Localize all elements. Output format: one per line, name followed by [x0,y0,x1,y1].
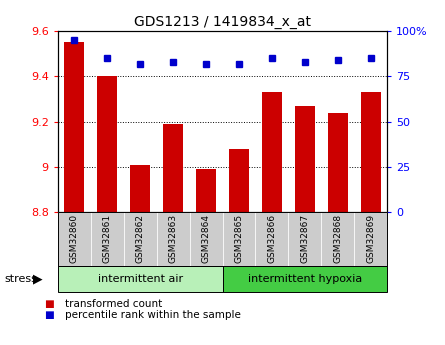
Text: ■: ■ [44,299,54,308]
Bar [196,169,216,212]
Bar [65,42,84,212]
Text: stress: stress [4,274,37,284]
Text: GSM32868: GSM32868 [333,214,342,263]
Bar [262,92,282,212]
Text: ▶: ▶ [33,272,43,285]
Text: intermittent hypoxia: intermittent hypoxia [248,274,362,284]
Text: GSM32864: GSM32864 [202,214,210,263]
Bar [295,106,315,212]
Text: GSM32861: GSM32861 [103,214,112,263]
Bar [361,92,380,212]
Text: intermittent air: intermittent air [97,274,183,284]
Bar [328,112,348,212]
Text: GSM32863: GSM32863 [169,214,178,263]
Text: GSM32867: GSM32867 [300,214,309,263]
Bar [163,124,183,212]
Text: GSM32869: GSM32869 [366,214,375,263]
Text: GSM32862: GSM32862 [136,214,145,263]
Bar [97,76,117,212]
Text: GSM32865: GSM32865 [235,214,243,263]
Text: transformed count: transformed count [65,299,162,308]
Bar [229,149,249,212]
Title: GDS1213 / 1419834_x_at: GDS1213 / 1419834_x_at [134,14,311,29]
Text: ■: ■ [44,310,54,320]
Text: percentile rank within the sample: percentile rank within the sample [65,310,240,320]
Text: GSM32860: GSM32860 [70,214,79,263]
Bar [130,165,150,212]
Text: GSM32866: GSM32866 [267,214,276,263]
